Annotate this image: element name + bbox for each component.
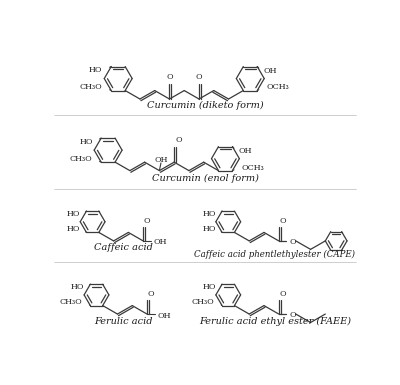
Text: CH₃O: CH₃O xyxy=(60,298,82,306)
Text: Ferulic acid ethyl ester (FAEE): Ferulic acid ethyl ester (FAEE) xyxy=(199,317,351,326)
Text: Ferulic acid: Ferulic acid xyxy=(94,317,153,326)
Text: Caffeic acid phentlethylester (CAPE): Caffeic acid phentlethylester (CAPE) xyxy=(194,249,355,259)
Text: CH₃O: CH₃O xyxy=(192,298,214,306)
Text: Curcumin (enol form): Curcumin (enol form) xyxy=(152,174,258,183)
Text: OH: OH xyxy=(264,67,277,75)
Text: CH₃O: CH₃O xyxy=(79,84,102,92)
Text: HO: HO xyxy=(88,66,102,74)
Text: O: O xyxy=(280,290,286,298)
Text: O: O xyxy=(166,73,173,81)
Text: Curcumin (diketo form): Curcumin (diketo form) xyxy=(147,101,263,110)
Text: O: O xyxy=(144,217,150,225)
Text: O: O xyxy=(280,217,286,225)
Text: HO: HO xyxy=(67,225,80,233)
Text: OH: OH xyxy=(154,238,168,246)
Text: HO: HO xyxy=(80,138,94,146)
Text: HO: HO xyxy=(67,210,80,218)
Text: HO: HO xyxy=(202,283,216,291)
Text: HO: HO xyxy=(202,210,216,218)
Text: Caffeic acid: Caffeic acid xyxy=(94,243,153,253)
Text: OH: OH xyxy=(158,311,171,320)
Text: O: O xyxy=(196,73,202,81)
Text: O: O xyxy=(290,311,296,319)
Text: HO: HO xyxy=(202,225,216,233)
Text: CH₃O: CH₃O xyxy=(69,155,92,163)
Text: O: O xyxy=(148,290,154,298)
Text: OCH₃: OCH₃ xyxy=(266,84,289,92)
Text: HO: HO xyxy=(70,283,84,291)
Text: O: O xyxy=(290,238,296,246)
Text: OH: OH xyxy=(155,156,168,164)
Text: OH: OH xyxy=(239,147,252,155)
Text: O: O xyxy=(176,136,182,144)
Text: OCH₃: OCH₃ xyxy=(242,164,264,172)
